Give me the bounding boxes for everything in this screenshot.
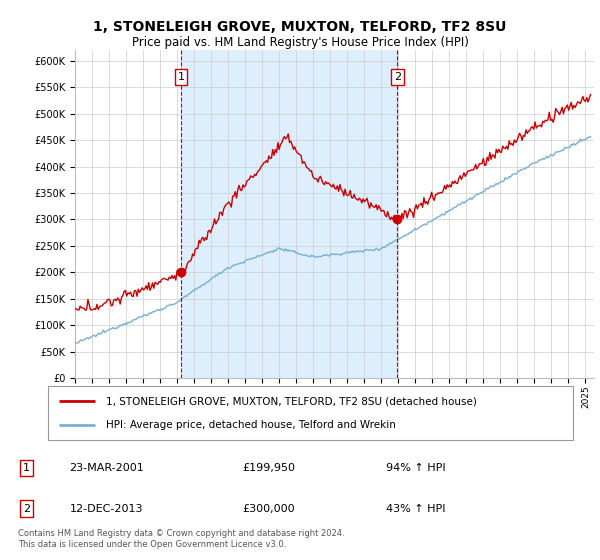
Bar bbox=[181, 50, 397, 378]
Text: £199,950: £199,950 bbox=[242, 463, 295, 473]
Text: 2: 2 bbox=[394, 72, 401, 82]
Text: 12-DEC-2013: 12-DEC-2013 bbox=[70, 503, 143, 514]
Text: £300,000: £300,000 bbox=[242, 503, 295, 514]
FancyBboxPatch shape bbox=[48, 386, 573, 440]
Text: HPI: Average price, detached house, Telford and Wrekin: HPI: Average price, detached house, Telf… bbox=[106, 419, 395, 430]
Text: 23-MAR-2001: 23-MAR-2001 bbox=[70, 463, 145, 473]
Text: 1: 1 bbox=[23, 463, 30, 473]
Text: 2: 2 bbox=[23, 503, 30, 514]
Text: Contains HM Land Registry data © Crown copyright and database right 2024.
This d: Contains HM Land Registry data © Crown c… bbox=[18, 529, 344, 549]
Text: 1, STONELEIGH GROVE, MUXTON, TELFORD, TF2 8SU: 1, STONELEIGH GROVE, MUXTON, TELFORD, TF… bbox=[94, 20, 506, 34]
Text: Price paid vs. HM Land Registry's House Price Index (HPI): Price paid vs. HM Land Registry's House … bbox=[131, 36, 469, 49]
Text: 43% ↑ HPI: 43% ↑ HPI bbox=[386, 503, 446, 514]
Text: 94% ↑ HPI: 94% ↑ HPI bbox=[386, 463, 446, 473]
Text: 1: 1 bbox=[178, 72, 185, 82]
Text: 1, STONELEIGH GROVE, MUXTON, TELFORD, TF2 8SU (detached house): 1, STONELEIGH GROVE, MUXTON, TELFORD, TF… bbox=[106, 396, 476, 407]
